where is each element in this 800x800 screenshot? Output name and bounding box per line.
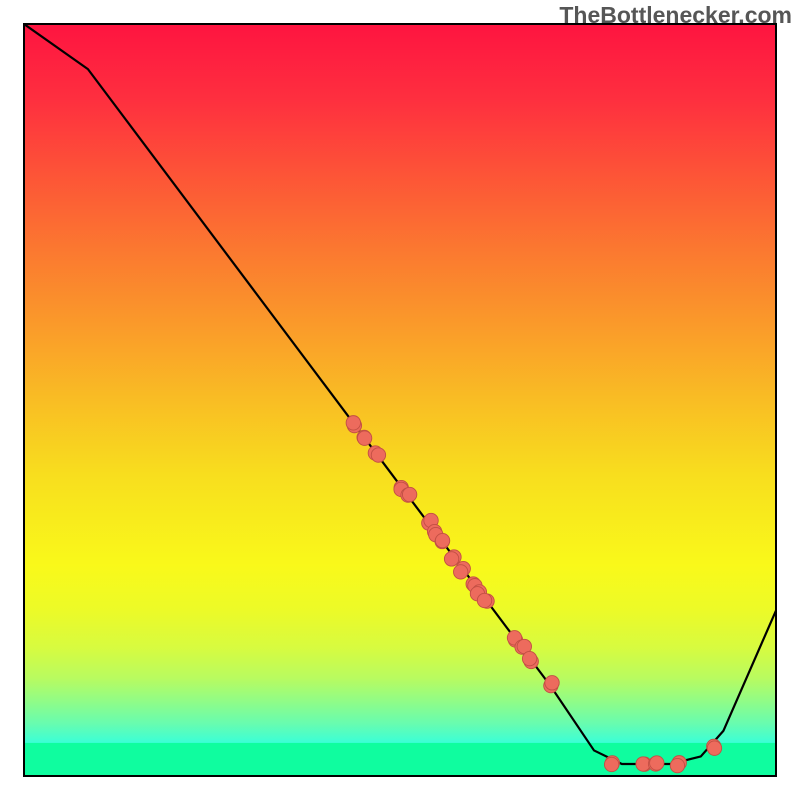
marker-dot: [435, 533, 449, 547]
marker-dot: [454, 565, 468, 579]
marker-dot: [402, 487, 416, 501]
marker-dot: [604, 757, 618, 771]
plot-area: [24, 24, 776, 776]
marker-dot: [357, 431, 371, 445]
gradient-background: [24, 24, 776, 776]
marker-dot: [444, 552, 458, 566]
marker-dot: [707, 741, 721, 755]
chart-container: TheBottlenecker.com: [0, 0, 800, 800]
chart-svg: [0, 0, 800, 800]
marker-dot: [670, 758, 684, 772]
marker-dot: [477, 593, 491, 607]
marker-dot: [346, 416, 360, 430]
marker-dot: [522, 651, 536, 665]
marker-dot: [545, 676, 559, 690]
marker-dot: [650, 756, 664, 770]
marker-dot: [371, 448, 385, 462]
watermark-text: TheBottlenecker.com: [559, 2, 792, 29]
